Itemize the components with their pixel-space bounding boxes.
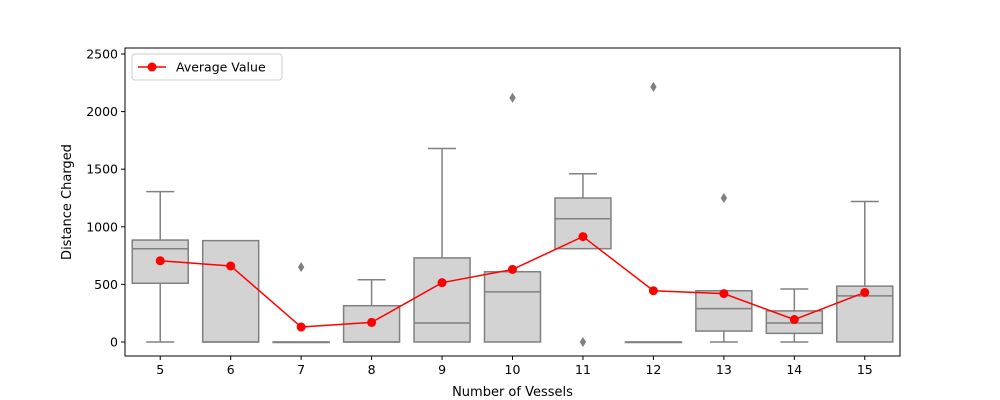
- box-group: [131, 81, 894, 347]
- average-point: [860, 287, 870, 297]
- average-point: [437, 278, 447, 288]
- x-tick-label: 6: [227, 362, 235, 377]
- box-11: [554, 173, 612, 347]
- x-tick-label: 15: [857, 362, 873, 377]
- y-axis-label: Distance Charged: [60, 144, 75, 260]
- box-6: [201, 239, 260, 343]
- box-15: [836, 200, 894, 343]
- box-12: [624, 81, 683, 344]
- plot-frame: [124, 47, 901, 357]
- average-point: [789, 315, 799, 325]
- legend: Average Value: [131, 53, 283, 81]
- x-tick-label: 5: [156, 362, 164, 377]
- x-tick-label: 8: [368, 362, 376, 377]
- box-body: [483, 270, 542, 343]
- x-axis-label: Number of Vessels: [452, 385, 573, 400]
- box-5: [131, 190, 189, 343]
- y-tick-label: 2000: [86, 104, 118, 119]
- y-tick-label: 1000: [86, 219, 118, 234]
- average-point: [648, 286, 658, 296]
- box-10: [483, 92, 542, 343]
- average-point: [508, 264, 517, 274]
- x-tick-label: 7: [297, 362, 305, 377]
- x-tick-label: 9: [438, 362, 446, 377]
- box-13: [695, 193, 753, 343]
- outlier-marker: [579, 337, 587, 347]
- average-point: [367, 317, 377, 327]
- legend-label: Average Value: [176, 60, 266, 75]
- outlier-marker: [509, 92, 516, 103]
- legend-marker-swatch: [147, 62, 157, 72]
- average-point: [155, 256, 165, 266]
- x-tick-label: 14: [786, 362, 802, 377]
- average-point: [719, 289, 729, 299]
- x-tick-label: 10: [505, 362, 521, 377]
- outlier-marker: [650, 81, 657, 92]
- box-9: [413, 147, 471, 343]
- average-point: [226, 261, 236, 271]
- y-tick-label: 1500: [86, 162, 118, 177]
- x-tick-label: 11: [575, 362, 591, 377]
- box-body: [413, 257, 471, 343]
- x-tick-label: 13: [716, 362, 732, 377]
- box-body: [201, 239, 260, 343]
- average-value-series: [155, 232, 870, 332]
- box-7: [272, 262, 330, 344]
- average-point: [578, 232, 588, 242]
- outlier-marker: [720, 193, 728, 203]
- legend-box: [131, 53, 283, 81]
- y-tick-label: 2500: [86, 47, 118, 62]
- axis-ticks: 5 6 7 8 9 10 11 12 13 14 15 0 500 1000 1500 2000 2500: [86, 47, 873, 378]
- y-tick-label: 0: [110, 335, 118, 350]
- y-tick-label: 500: [94, 277, 118, 292]
- x-tick-label: 12: [645, 362, 661, 377]
- outlier-marker: [297, 262, 305, 273]
- average-point: [296, 322, 306, 332]
